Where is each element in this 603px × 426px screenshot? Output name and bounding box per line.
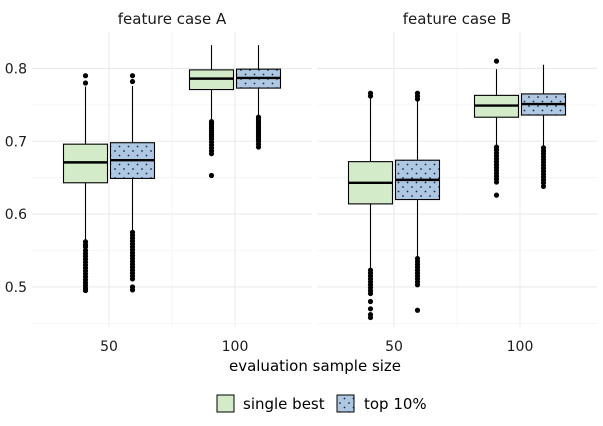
x-tick-label: 50: [100, 339, 118, 355]
legend-swatch-top-10: [336, 394, 355, 413]
box-50-single-best: [347, 90, 394, 321]
y-axis: 0.5 0.6 0.7 0.8: [5, 61, 27, 296]
outlier-point: [367, 290, 374, 297]
legend-label-single-best: single best: [243, 395, 325, 413]
outlier-point: [493, 192, 500, 198]
box-100-single-best: [473, 58, 520, 198]
outlier-point: [82, 244, 89, 250]
outlier-point: [82, 80, 89, 86]
x-axis-title: evaluation sample size: [229, 357, 401, 375]
x-tick-label: 100: [507, 339, 534, 355]
legend-label-top-10: top 10%: [364, 395, 427, 413]
outlier-point: [129, 78, 136, 85]
box-50-top-10: [109, 73, 156, 293]
outlier-point: [367, 93, 374, 99]
panel-feature-case-a: feature case A: [32, 10, 312, 327]
outlier-point: [82, 73, 89, 79]
outlier-point: [208, 172, 215, 179]
y-tick-label: 0.5: [5, 280, 27, 296]
panel-feature-case-b: feature case B: [317, 10, 597, 327]
box-100-top-10: [520, 64, 567, 190]
outlier-point: [82, 287, 89, 294]
legend: single best top 10%: [216, 394, 427, 413]
outlier-point: [255, 144, 262, 150]
box-100-single-best: [188, 45, 235, 179]
outlier-point: [414, 282, 421, 288]
outlier-point: [540, 180, 547, 186]
outlier-point: [367, 314, 374, 321]
y-tick-label: 0.6: [5, 207, 27, 223]
legend-swatch-single-best: [216, 394, 235, 413]
box-50-top-10: [394, 90, 441, 313]
box-50-single-best: [62, 73, 109, 294]
outlier-point: [414, 307, 421, 313]
y-tick-label: 0.8: [5, 61, 27, 77]
x-tick-label: 50: [385, 339, 403, 355]
outlier-point: [493, 58, 500, 64]
outlier-point: [129, 287, 136, 293]
outlier-point: [208, 151, 215, 157]
x-tick-label: 100: [222, 339, 249, 355]
outlier-point: [493, 179, 500, 185]
outlier-point: [367, 306, 374, 312]
outlier-point: [129, 276, 136, 282]
gridlines: [317, 32, 597, 327]
outlier-point: [129, 73, 136, 79]
panel-title-feature-case-b: feature case B: [403, 10, 511, 28]
outlier-point: [367, 298, 374, 305]
y-tick-label: 0.7: [5, 134, 27, 150]
outlier-point: [414, 96, 421, 102]
box-100-top-10: [235, 45, 282, 150]
x-axis: 50 100 50 100: [100, 339, 533, 355]
panel-title-feature-case-a: feature case A: [118, 10, 227, 28]
outlier-point: [540, 183, 547, 190]
